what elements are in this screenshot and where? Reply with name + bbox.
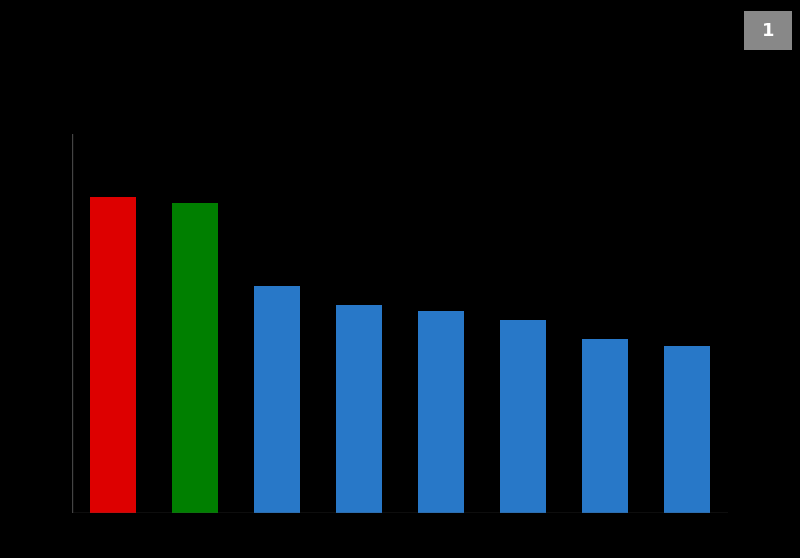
Bar [582,339,627,513]
Bar [254,286,299,513]
Bar [90,197,135,513]
Bar [418,311,463,513]
Bar [337,305,382,513]
Bar [173,204,218,513]
Bar [501,320,546,513]
Bar [665,346,710,513]
Text: 1: 1 [762,22,774,40]
